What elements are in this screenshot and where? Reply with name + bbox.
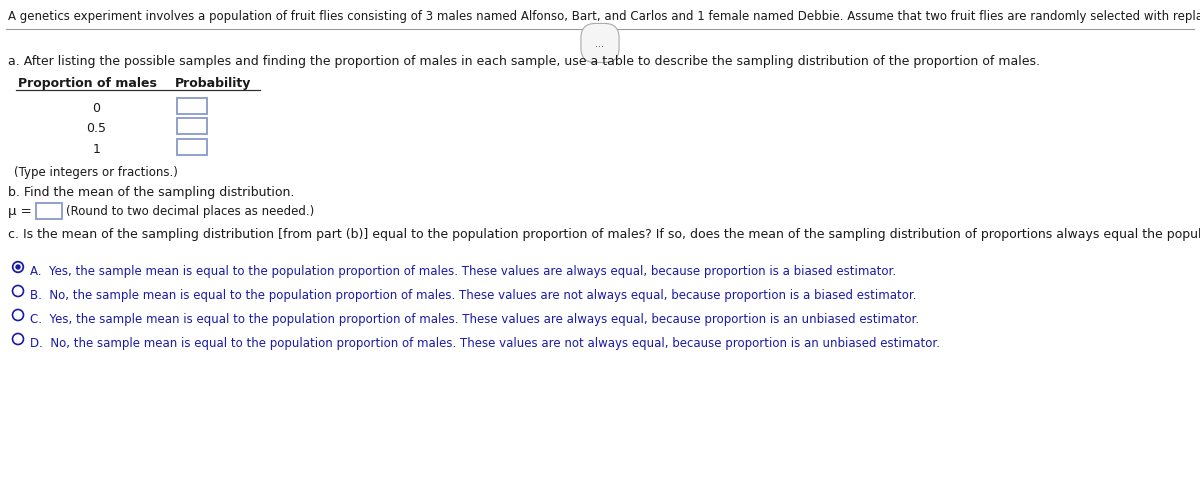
Text: ...: ... xyxy=(595,39,605,49)
Bar xyxy=(178,140,208,156)
Text: b. Find the mean of the sampling distribution.: b. Find the mean of the sampling distrib… xyxy=(8,186,294,199)
Bar xyxy=(36,204,62,219)
Text: Proportion of males: Proportion of males xyxy=(18,77,157,90)
Text: c. Is the mean of the sampling distribution [from part (b)] equal to the populat: c. Is the mean of the sampling distribut… xyxy=(8,228,1200,240)
Text: A.  Yes, the sample mean is equal to the population proportion of males. These v: A. Yes, the sample mean is equal to the … xyxy=(30,264,895,277)
Text: 0.5: 0.5 xyxy=(86,122,107,135)
Text: 0: 0 xyxy=(92,102,101,115)
Circle shape xyxy=(16,265,20,269)
Text: C.  Yes, the sample mean is equal to the population proportion of males. These v: C. Yes, the sample mean is equal to the … xyxy=(30,312,919,325)
Text: Probability: Probability xyxy=(175,77,251,90)
Text: a. After listing the possible samples and finding the proportion of males in eac: a. After listing the possible samples an… xyxy=(8,55,1040,68)
Circle shape xyxy=(14,264,22,271)
Bar xyxy=(178,119,208,135)
Text: B.  No, the sample mean is equal to the population proportion of males. These va: B. No, the sample mean is equal to the p… xyxy=(30,288,916,301)
Text: μ =: μ = xyxy=(8,204,31,217)
Text: 1: 1 xyxy=(92,143,101,156)
Text: A genetics experiment involves a population of fruit flies consisting of 3 males: A genetics experiment involves a populat… xyxy=(8,10,1200,23)
Text: D.  No, the sample mean is equal to the population proportion of males. These va: D. No, the sample mean is equal to the p… xyxy=(30,336,940,349)
Text: (Round to two decimal places as needed.): (Round to two decimal places as needed.) xyxy=(66,204,314,217)
Circle shape xyxy=(12,262,24,273)
Text: (Type integers or fractions.): (Type integers or fractions.) xyxy=(14,166,178,179)
Bar xyxy=(178,99,208,115)
